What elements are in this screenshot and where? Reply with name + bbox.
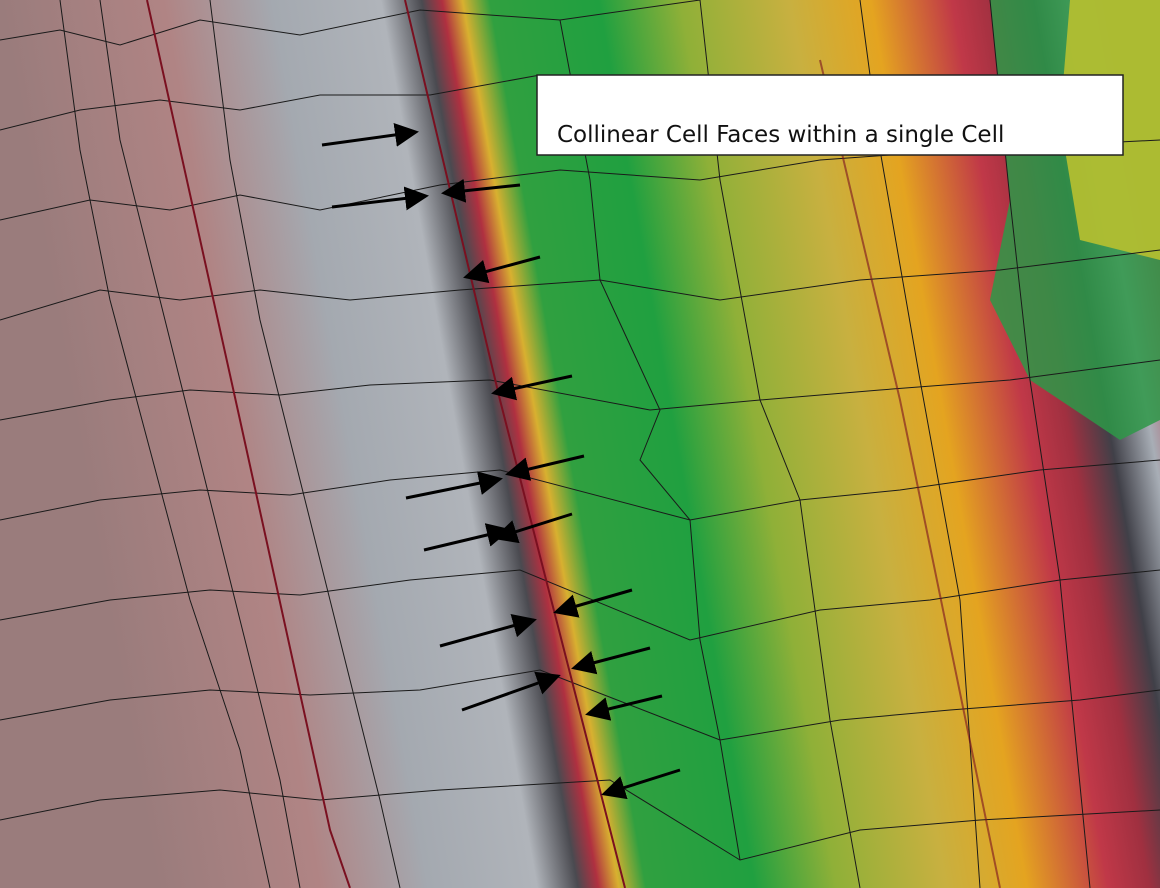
- arrows: [321, 122, 681, 800]
- annotation-text: Collinear Cell Faces within a single Cel…: [557, 122, 1004, 148]
- annotation-box: [536, 74, 1124, 156]
